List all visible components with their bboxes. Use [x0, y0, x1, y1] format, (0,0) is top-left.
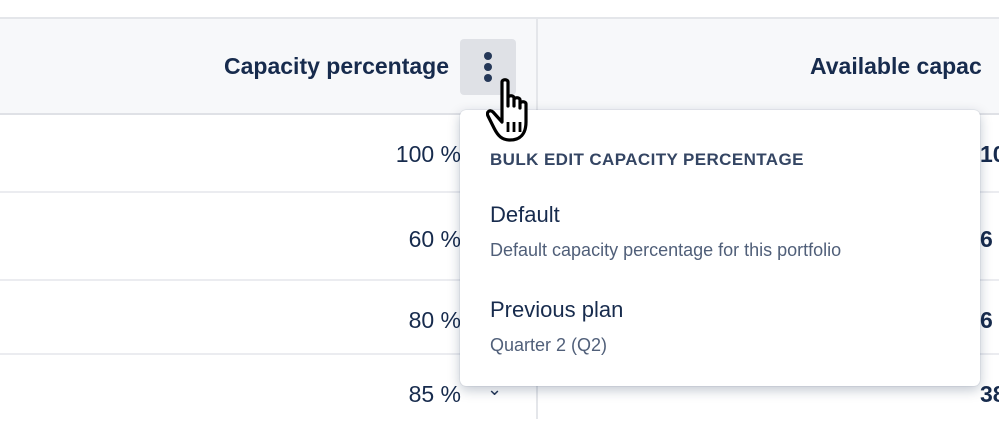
menu-item-label: Default: [490, 202, 560, 227]
dropdown-title: BULK EDIT CAPACITY PERCENTAGE: [490, 150, 804, 169]
capacity-value[interactable]: 100 %: [395, 141, 461, 167]
more-vertical-icon: [484, 52, 492, 60]
more-vertical-icon-dot: [484, 63, 492, 71]
bulk-edit-dropdown: BULK EDIT CAPACITY PERCENTAGE Default De…: [460, 110, 980, 386]
available-value: 6: [980, 307, 993, 333]
hand-pointer-cursor-icon: [486, 78, 528, 142]
capacity-value[interactable]: 80 %: [408, 307, 461, 333]
menu-item-label: Previous plan: [490, 297, 624, 322]
available-value: 6: [980, 226, 993, 252]
capacity-value[interactable]: 60 %: [408, 226, 461, 252]
available-value: 10: [980, 141, 999, 167]
table-header: Capacity percentage Available capac: [0, 19, 999, 115]
available-value: 38: [980, 381, 999, 407]
menu-item-description: Default capacity percentage for this por…: [490, 240, 842, 260]
menu-item-description: Quarter 2 (Q2): [490, 335, 608, 355]
menu-item-previous-plan[interactable]: Previous plan Quarter 2 (Q2): [460, 297, 980, 356]
capacity-value[interactable]: 85 %: [408, 381, 461, 407]
column-header-capacity-percentage[interactable]: Capacity percentage: [224, 53, 449, 79]
more-vertical-icon-dot: [484, 74, 492, 82]
column-header-available-capacity[interactable]: Available capac: [810, 53, 982, 79]
menu-item-default[interactable]: Default Default capacity percentage for …: [460, 202, 980, 261]
